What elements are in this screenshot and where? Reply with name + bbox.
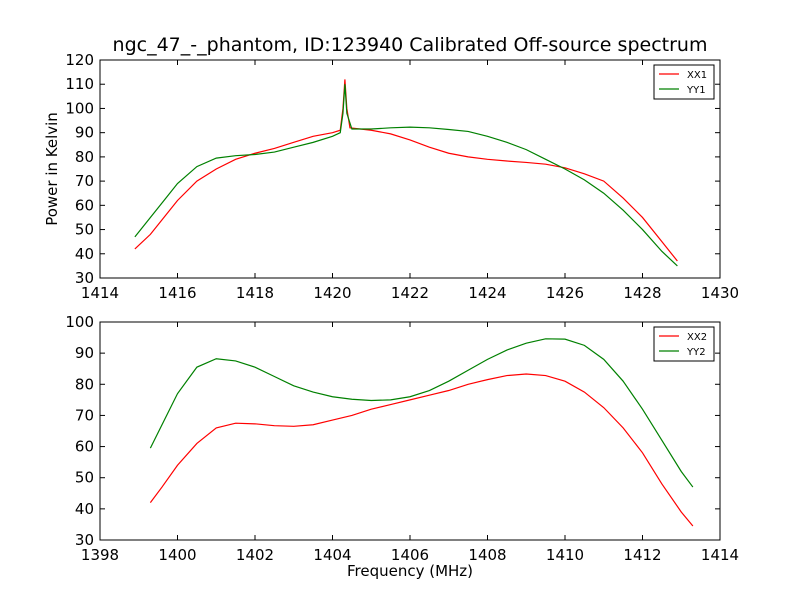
x-tick-label: 1402	[236, 546, 274, 564]
chart-title: ngc_47_-_phantom, ID:123940 Calibrated O…	[112, 34, 708, 56]
legend-box	[653, 326, 715, 362]
x-tick-label: 1410	[546, 546, 584, 564]
x-tick-label: 1404	[313, 546, 351, 564]
series-line-yy2	[149, 338, 694, 488]
y-tick-label: 110	[65, 75, 94, 93]
series-line-yy1	[134, 84, 678, 267]
legend-label-yy1: YY1	[686, 85, 706, 96]
y-tick-label: 70	[75, 406, 94, 424]
axes-frame	[99, 321, 721, 541]
y-tick-label: 80	[75, 375, 94, 393]
chart-panel-2: 1398 1400 1402 1404 1406 1408 1410 1412 1414 30 40…	[65, 313, 739, 580]
x-tick-label: 1424	[468, 284, 506, 302]
x-tick-label: 1430	[701, 284, 739, 302]
y-tick-label: 90	[75, 124, 94, 142]
y-tick-label: 40	[75, 245, 94, 263]
x-tick-label: 1414	[701, 546, 739, 564]
x-tick-label: 1408	[468, 546, 506, 564]
x-tick-label: 1414	[81, 284, 119, 302]
chart-panel-1: 1414 1416 1418 1420 1422 1424 1426 1428 1430 30 40…	[43, 51, 739, 302]
x-tick-label: 1406	[391, 546, 429, 564]
x-tick-label: 1412	[623, 546, 661, 564]
series-line-xx2	[149, 373, 694, 527]
series-line-xx1	[134, 79, 678, 262]
y-tick-label: 70	[75, 172, 94, 190]
legend-label-xx2: XX2	[687, 332, 707, 343]
y-tick-label: 120	[65, 51, 94, 69]
x-tick-label: 1418	[236, 284, 274, 302]
y-tick-label: 50	[75, 221, 94, 239]
y-tick-label: 50	[75, 469, 94, 487]
legend-box	[653, 64, 715, 100]
x-tick-label: 1398	[81, 546, 119, 564]
y-tick-label: 100	[65, 99, 94, 117]
axes-frame	[99, 59, 721, 279]
y-axis-label: Power in Kelvin	[43, 112, 61, 226]
legend-label-yy2: YY2	[686, 347, 706, 358]
x-tick-label: 1428	[623, 284, 661, 302]
x-tick-label: 1400	[158, 546, 196, 564]
y-tick-label: 30	[75, 531, 94, 549]
x-tick-label: 1422	[391, 284, 429, 302]
y-tick-label: 60	[75, 438, 94, 456]
y-tick-label: 90	[75, 344, 94, 362]
x-tick-label: 1426	[546, 284, 584, 302]
x-tick-label: 1420	[313, 284, 351, 302]
y-tick-label: 30	[75, 269, 94, 287]
y-tick-label: 60	[75, 196, 94, 214]
y-tick-label: 40	[75, 500, 94, 518]
y-tick-label: 80	[75, 148, 94, 166]
legend-label-xx1: XX1	[687, 70, 707, 81]
x-tick-label: 1416	[158, 284, 196, 302]
x-axis-label: Frequency (MHz)	[347, 562, 473, 580]
y-tick-label: 100	[65, 313, 94, 331]
